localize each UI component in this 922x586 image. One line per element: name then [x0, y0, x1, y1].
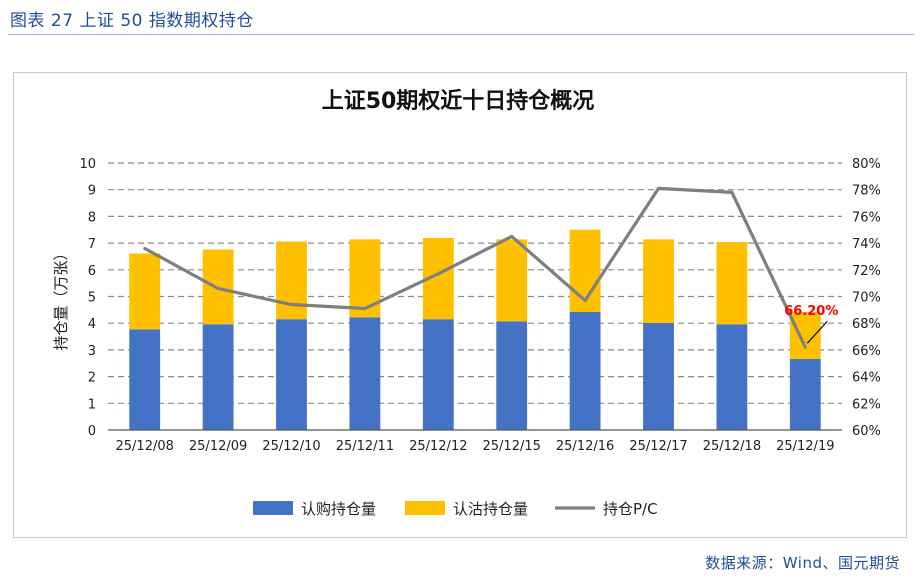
x-tick-label: 25/12/18 — [703, 439, 761, 454]
bar-call — [643, 322, 674, 430]
pc-point — [657, 186, 660, 190]
y2-tick-label: 66% — [852, 344, 881, 359]
x-tick-label: 25/12/15 — [483, 439, 541, 454]
bar-call — [349, 317, 381, 430]
y-tick-label: 9 — [88, 184, 96, 199]
pc-point — [216, 286, 220, 290]
x-tick-label: 25/12/08 — [116, 439, 174, 454]
y-tick-label: 7 — [88, 237, 96, 252]
x-tick-label: 25/12/17 — [629, 439, 687, 454]
y2-tick-label: 70% — [852, 291, 881, 306]
bar-call — [789, 358, 821, 430]
y2-tick-label: 68% — [852, 317, 881, 332]
pc-point — [803, 345, 807, 349]
y2-tick-label: 80% — [852, 157, 881, 172]
bar-call — [129, 329, 161, 430]
legend-label-put: 认沽持仓量 — [453, 500, 528, 518]
y2-tick-label: 74% — [852, 237, 881, 252]
annotation-leader — [806, 320, 828, 344]
figure-caption: 图表 27 上证 50 指数期权持仓 — [10, 11, 254, 31]
legend-label-call: 认购持仓量 — [301, 500, 376, 518]
bar-call — [496, 321, 528, 430]
x-tick-label: 25/12/09 — [189, 439, 247, 454]
bar-put — [276, 241, 307, 320]
bar-call — [569, 311, 601, 430]
bar-call — [716, 324, 748, 430]
annotation-label: 66.20% — [784, 304, 838, 319]
legend-swatch-put — [405, 501, 445, 515]
pc-line-group — [143, 186, 807, 349]
bar-put — [129, 253, 161, 330]
y-tick-label: 2 — [88, 371, 96, 386]
pc-point — [510, 234, 514, 238]
pc-point — [143, 246, 147, 250]
annotation-group: 66.20% — [784, 304, 838, 344]
x-tick-label: 25/12/10 — [262, 439, 320, 454]
bar-call — [202, 324, 234, 430]
bar-put — [349, 239, 381, 318]
source-note: 数据来源：Wind、国元期货 — [705, 554, 900, 572]
x-tick-label: 25/12/19 — [776, 439, 834, 454]
x-tick-label: 25/12/12 — [409, 439, 467, 454]
pc-point — [436, 272, 440, 276]
legend-label-pc: 持仓P/C — [603, 500, 658, 518]
legend-swatch-call — [253, 501, 293, 515]
y2-tick-label: 62% — [852, 397, 881, 412]
bar-call — [422, 319, 454, 430]
y2-tick-label: 72% — [852, 264, 881, 279]
y-tick-label: 1 — [88, 397, 96, 412]
y-tick-label: 5 — [88, 291, 96, 306]
bar-put — [789, 311, 821, 359]
pc-point — [583, 299, 587, 303]
pc-point — [363, 307, 367, 311]
y-tick-label: 8 — [88, 210, 96, 225]
y2-tick-label: 60% — [852, 424, 881, 439]
pc-point — [730, 190, 734, 194]
bar-put — [496, 239, 528, 322]
y2-tick-label: 64% — [852, 371, 881, 386]
chart-frame — [13, 72, 907, 538]
x-tick-label: 25/12/16 — [556, 439, 614, 454]
legend: 认购持仓量 认沽持仓量 持仓P/C — [253, 500, 658, 518]
x-tick-label: 25/12/11 — [336, 439, 394, 454]
pc-point — [290, 303, 293, 307]
y2-tick-label: 76% — [852, 210, 881, 225]
bars-group — [129, 229, 821, 430]
y-tick-label: 6 — [88, 264, 96, 279]
y-tick-label: 4 — [88, 317, 96, 332]
y-tick-label: 10 — [79, 157, 96, 172]
bar-put — [716, 242, 748, 325]
chart-title: 上证50期权近十日持仓概况 — [322, 88, 595, 114]
y-axis-label: 持仓量（万张） — [52, 245, 70, 350]
header-divider — [8, 34, 914, 35]
y-tick-label: 3 — [88, 344, 96, 359]
y2-tick-label: 78% — [852, 184, 881, 199]
axes-group: 0 1 2 3 4 5 6 7 8 9 10 60% 62% 64% 66% 68% 70% 72% 74% 76% 7… — [79, 157, 880, 454]
pc-line — [143, 186, 807, 348]
bar-put — [643, 239, 674, 323]
bar-call — [276, 319, 307, 430]
y-tick-label: 0 — [88, 424, 96, 439]
